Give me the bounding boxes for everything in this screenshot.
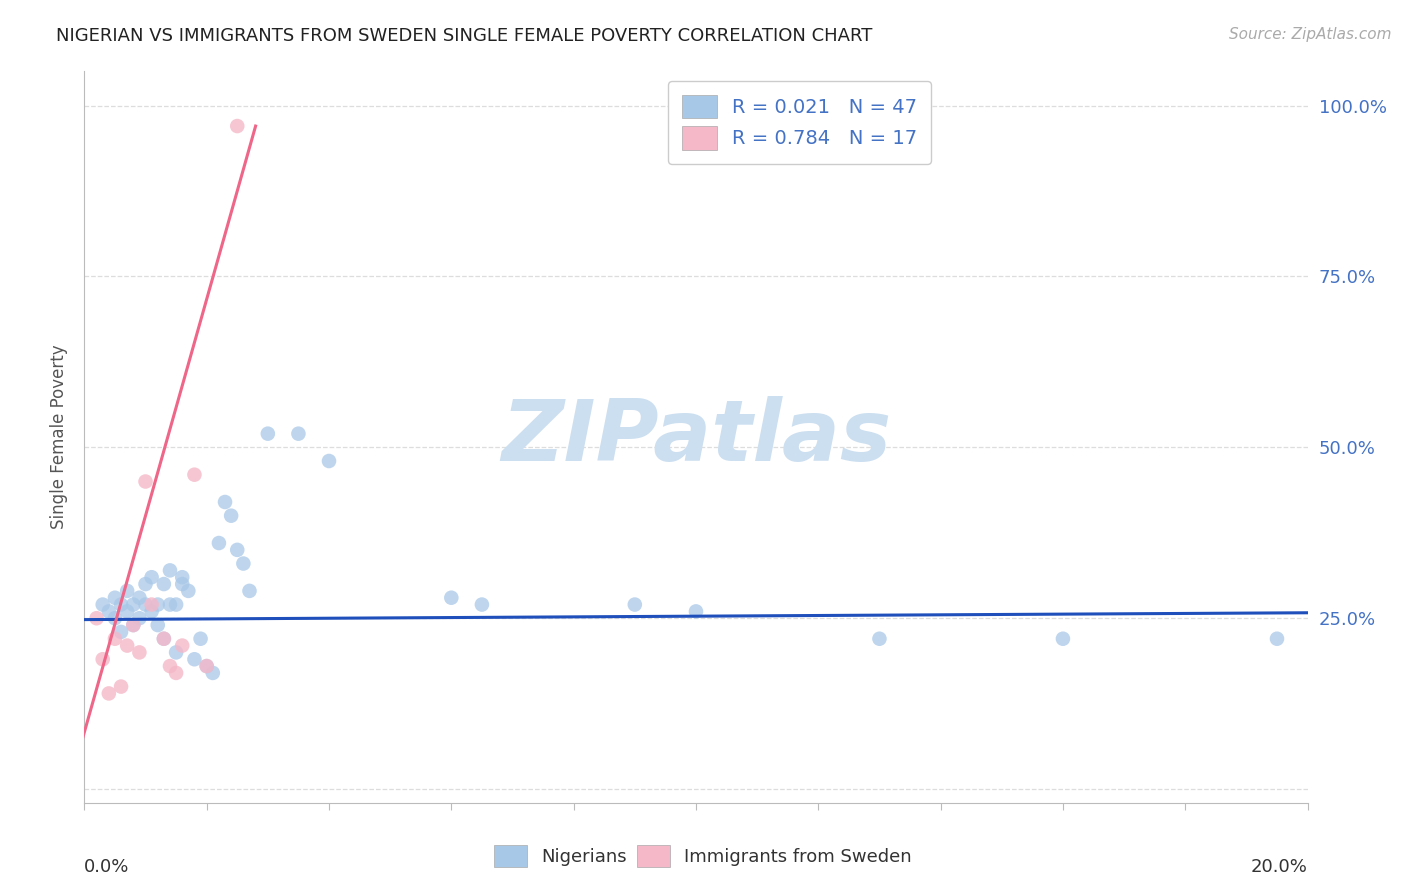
Point [172,639,194,653]
Point [201,665,224,680]
Point [146,598,169,612]
Point [153,632,176,646]
Point [232,557,254,571]
Point [110,624,132,639]
Point [91,652,114,666]
Point [115,583,138,598]
Point [128,591,150,605]
Text: NIGERIAN VS IMMIGRANTS FROM SWEDEN SINGLE FEMALE POVERTY CORRELATION CHART: NIGERIAN VS IMMIGRANTS FROM SWEDEN SINGL… [56,27,873,45]
Point [226,542,249,557]
Point [1052,632,1074,646]
Point [685,604,707,618]
Point [195,659,218,673]
Text: 0.0%: 0.0% [84,858,129,876]
Point [104,632,127,646]
Point [128,611,150,625]
Point [122,598,145,612]
Point [287,426,309,441]
Point [440,591,463,605]
Point [153,632,176,646]
Point [115,604,138,618]
Point [165,665,187,680]
Point [159,563,181,577]
Text: Source: ZipAtlas.com: Source: ZipAtlas.com [1229,27,1392,42]
Point [86,611,108,625]
Point [159,659,181,673]
Point [135,598,157,612]
Point [1265,632,1288,646]
Point [177,583,200,598]
Text: 20.0%: 20.0% [1251,858,1308,876]
Point [172,577,194,591]
Point [97,604,120,618]
Point [97,686,120,700]
Point [122,618,145,632]
Point [135,475,157,489]
Point [110,598,132,612]
Point [219,508,242,523]
Point [165,598,187,612]
Point [128,645,150,659]
Point [104,591,127,605]
Point [238,583,260,598]
Point [110,680,132,694]
Point [122,618,145,632]
Point [226,119,249,133]
Point [624,598,647,612]
Point [257,426,280,441]
Point [172,570,194,584]
Point [91,598,114,612]
Point [104,611,127,625]
Y-axis label: Single Female Poverty: Single Female Poverty [51,345,69,529]
Point [159,598,181,612]
Point [208,536,231,550]
Point [183,467,205,482]
Point [165,645,187,659]
Point [153,577,176,591]
Point [146,618,169,632]
Text: ZIPatlas: ZIPatlas [501,395,891,479]
Legend: Nigerians, Immigrants from Sweden: Nigerians, Immigrants from Sweden [486,838,920,874]
Point [183,652,205,666]
Point [135,577,157,591]
Point [195,659,218,673]
Point [318,454,340,468]
Legend: R = 0.021   N = 47, R = 0.784   N = 17: R = 0.021 N = 47, R = 0.784 N = 17 [668,81,931,163]
Point [869,632,891,646]
Point [141,604,163,618]
Point [141,570,163,584]
Point [141,598,163,612]
Point [190,632,212,646]
Point [214,495,236,509]
Point [115,639,138,653]
Point [471,598,494,612]
